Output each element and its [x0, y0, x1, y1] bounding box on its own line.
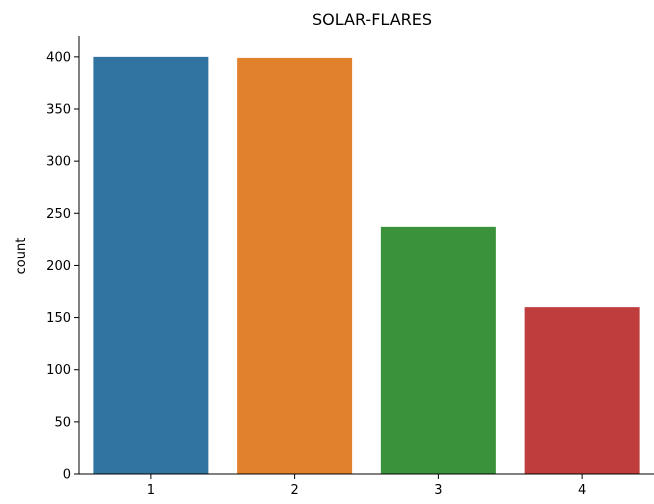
y-tick-label: 50	[54, 415, 71, 430]
x-tick-label: 4	[578, 483, 586, 498]
y-axis-label: count	[14, 238, 29, 275]
y-tick-label: 350	[46, 103, 71, 118]
bar-2	[237, 57, 353, 475]
x-tick-label: 1	[147, 483, 155, 498]
bar-1	[93, 56, 209, 474]
y-axis-ticks: 0 50 100 150 200 250 300 350 400	[46, 50, 79, 483]
bar-4	[524, 307, 640, 474]
y-tick-label: 200	[46, 259, 71, 274]
y-tick-label: 250	[46, 207, 71, 222]
x-tick-label: 3	[434, 483, 442, 498]
x-axis-ticks: 1 2 3 4	[147, 474, 586, 498]
y-tick-label: 400	[46, 50, 71, 65]
bar-3	[380, 226, 496, 474]
y-tick-label: 100	[46, 363, 71, 378]
y-tick-label: 0	[63, 468, 71, 483]
y-tick-label: 300	[46, 155, 71, 170]
chart-title: SOLAR-FLARES	[312, 10, 432, 29]
x-tick-label: 2	[290, 483, 298, 498]
bars-group	[93, 56, 640, 475]
y-tick-label: 150	[46, 311, 71, 326]
